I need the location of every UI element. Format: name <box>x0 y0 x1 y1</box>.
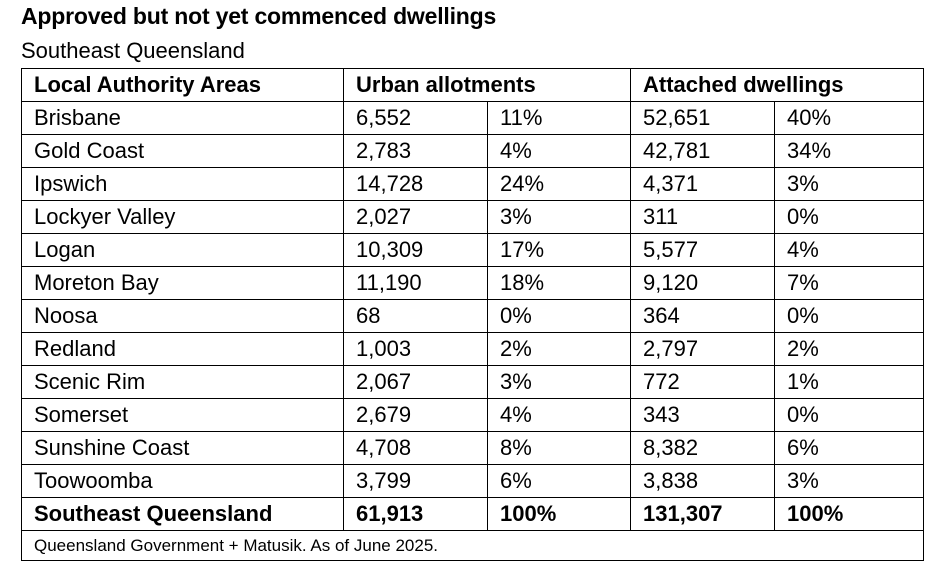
dwellings-table: Local Authority Areas Urban allotments A… <box>21 68 924 561</box>
cell-urban-count: 1,003 <box>344 333 488 366</box>
source-note: Queensland Government + Matusik. As of J… <box>22 531 924 561</box>
cell-urban-count: 14,728 <box>344 168 488 201</box>
cell-attached-pct: 40% <box>775 102 924 135</box>
cell-area: Gold Coast <box>22 135 344 168</box>
cell-urban-count: 2,679 <box>344 399 488 432</box>
cell-attached-pct: 0% <box>775 300 924 333</box>
total-cell-attached-count: 131,307 <box>631 498 775 531</box>
table-row: Moreton Bay 11,190 18% 9,120 7% <box>22 267 924 300</box>
header-attached-dwellings: Attached dwellings <box>631 69 924 102</box>
cell-attached-pct: 34% <box>775 135 924 168</box>
cell-urban-pct: 3% <box>488 201 631 234</box>
cell-urban-pct: 17% <box>488 234 631 267</box>
table-row: Sunshine Coast 4,708 8% 8,382 6% <box>22 432 924 465</box>
cell-urban-pct: 8% <box>488 432 631 465</box>
table-row: Logan 10,309 17% 5,577 4% <box>22 234 924 267</box>
cell-urban-pct: 0% <box>488 300 631 333</box>
cell-urban-count: 11,190 <box>344 267 488 300</box>
cell-urban-count: 6,552 <box>344 102 488 135</box>
cell-attached-pct: 3% <box>775 465 924 498</box>
cell-area: Scenic Rim <box>22 366 344 399</box>
cell-urban-pct: 4% <box>488 135 631 168</box>
cell-area: Sunshine Coast <box>22 432 344 465</box>
table-row: Gold Coast 2,783 4% 42,781 34% <box>22 135 924 168</box>
cell-urban-count: 2,783 <box>344 135 488 168</box>
cell-area: Redland <box>22 333 344 366</box>
cell-attached-pct: 6% <box>775 432 924 465</box>
cell-urban-count: 2,027 <box>344 201 488 234</box>
cell-attached-count: 52,651 <box>631 102 775 135</box>
cell-urban-count: 68 <box>344 300 488 333</box>
cell-urban-count: 4,708 <box>344 432 488 465</box>
cell-area: Brisbane <box>22 102 344 135</box>
page-title: Approved but not yet commenced dwellings <box>21 3 496 30</box>
source-row: Queensland Government + Matusik. As of J… <box>22 531 924 561</box>
table-row: Lockyer Valley 2,027 3% 311 0% <box>22 201 924 234</box>
cell-attached-pct: 3% <box>775 168 924 201</box>
cell-urban-count: 2,067 <box>344 366 488 399</box>
table-row: Noosa 68 0% 364 0% <box>22 300 924 333</box>
cell-attached-pct: 0% <box>775 201 924 234</box>
cell-attached-pct: 4% <box>775 234 924 267</box>
cell-attached-count: 311 <box>631 201 775 234</box>
cell-attached-count: 4,371 <box>631 168 775 201</box>
cell-attached-pct: 7% <box>775 267 924 300</box>
cell-urban-pct: 6% <box>488 465 631 498</box>
cell-attached-count: 5,577 <box>631 234 775 267</box>
cell-area: Toowoomba <box>22 465 344 498</box>
total-cell-area: Southeast Queensland <box>22 498 344 531</box>
cell-area: Lockyer Valley <box>22 201 344 234</box>
table-row: Somerset 2,679 4% 343 0% <box>22 399 924 432</box>
cell-urban-pct: 2% <box>488 333 631 366</box>
total-cell-urban-pct: 100% <box>488 498 631 531</box>
header-local-authority-areas: Local Authority Areas <box>22 69 344 102</box>
cell-urban-count: 3,799 <box>344 465 488 498</box>
cell-urban-pct: 24% <box>488 168 631 201</box>
cell-attached-count: 364 <box>631 300 775 333</box>
cell-attached-count: 3,838 <box>631 465 775 498</box>
table-total-row: Southeast Queensland 61,913 100% 131,307 100… <box>22 498 924 531</box>
cell-area: Moreton Bay <box>22 267 344 300</box>
table-row: Redland 1,003 2% 2,797 2% <box>22 333 924 366</box>
table-row: Scenic Rim 2,067 3% 772 1% <box>22 366 924 399</box>
cell-urban-pct: 18% <box>488 267 631 300</box>
page-subtitle: Southeast Queensland <box>21 38 245 64</box>
cell-urban-count: 10,309 <box>344 234 488 267</box>
table-header-row: Local Authority Areas Urban allotments A… <box>22 69 924 102</box>
cell-area: Noosa <box>22 300 344 333</box>
cell-attached-pct: 2% <box>775 333 924 366</box>
cell-attached-pct: 0% <box>775 399 924 432</box>
cell-attached-count: 2,797 <box>631 333 775 366</box>
header-urban-allotments: Urban allotments <box>344 69 631 102</box>
total-cell-attached-pct: 100% <box>775 498 924 531</box>
cell-area: Ipswich <box>22 168 344 201</box>
cell-area: Somerset <box>22 399 344 432</box>
table-row: Brisbane 6,552 11% 52,651 40% <box>22 102 924 135</box>
cell-attached-count: 343 <box>631 399 775 432</box>
table-row: Toowoomba 3,799 6% 3,838 3% <box>22 465 924 498</box>
cell-urban-pct: 3% <box>488 366 631 399</box>
cell-attached-pct: 1% <box>775 366 924 399</box>
cell-urban-pct: 4% <box>488 399 631 432</box>
total-cell-urban-count: 61,913 <box>344 498 488 531</box>
cell-attached-count: 772 <box>631 366 775 399</box>
cell-urban-pct: 11% <box>488 102 631 135</box>
cell-attached-count: 8,382 <box>631 432 775 465</box>
cell-attached-count: 9,120 <box>631 267 775 300</box>
table-row: Ipswich 14,728 24% 4,371 3% <box>22 168 924 201</box>
cell-attached-count: 42,781 <box>631 135 775 168</box>
cell-area: Logan <box>22 234 344 267</box>
